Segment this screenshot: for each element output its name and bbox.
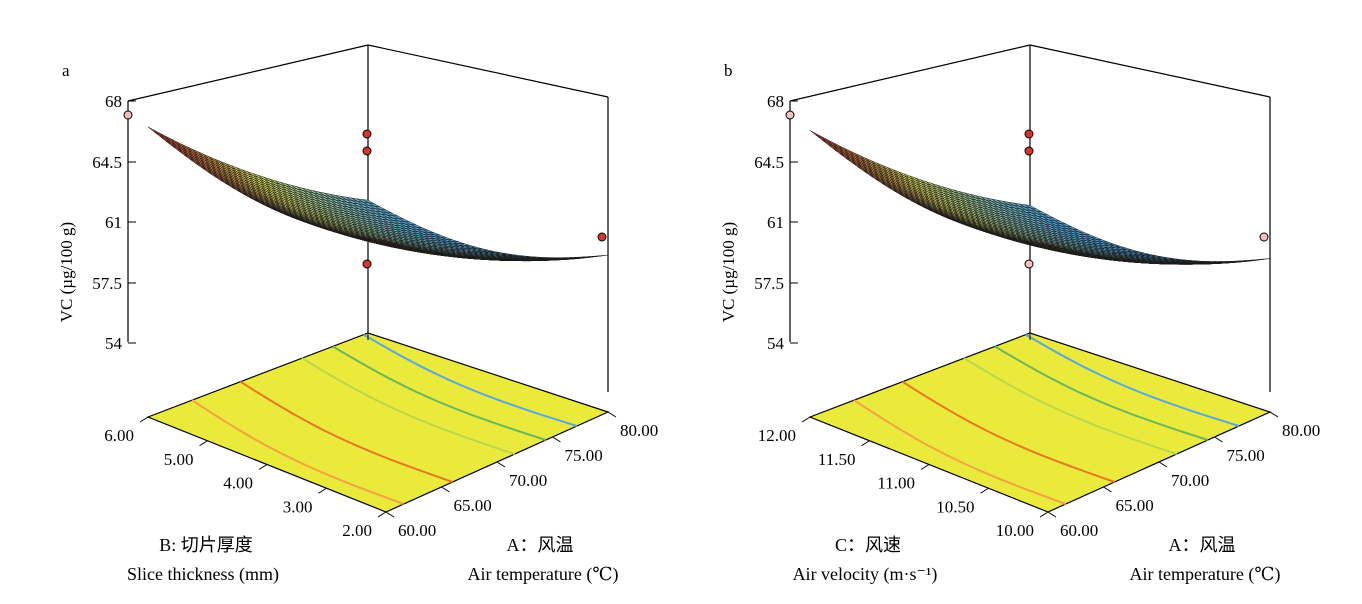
x-tick-mark bbox=[199, 440, 208, 447]
x-axis-factor-label: C：风速 bbox=[835, 535, 901, 555]
x-tick-mark bbox=[980, 487, 989, 494]
z-tick-label: 64.5 bbox=[754, 153, 784, 172]
y-tick-label: 75.00 bbox=[1227, 446, 1265, 465]
panel-label: b bbox=[724, 61, 733, 80]
x-axis-factor-label: B: 切片厚度 bbox=[159, 535, 253, 555]
y-tick-label: 65.00 bbox=[1116, 496, 1154, 515]
x-tick-label: 11.50 bbox=[818, 450, 856, 469]
design-point bbox=[597, 232, 607, 242]
response-surface bbox=[809, 130, 1271, 265]
axis-frame-0 bbox=[127, 44, 369, 102]
z-axis-label: VC (µg/100 g) bbox=[719, 222, 738, 322]
x-tick-mark bbox=[1039, 511, 1049, 518]
z-tick-label: 54 bbox=[105, 334, 123, 353]
axis-frame-0 bbox=[367, 44, 609, 98]
x-tick-label: 11.00 bbox=[877, 474, 915, 493]
y-axis-factor-label: A：风温 bbox=[1169, 535, 1236, 555]
x-tick-mark bbox=[920, 464, 930, 470]
design-point bbox=[785, 110, 795, 120]
contour-line bbox=[901, 380, 1115, 483]
x-tick-mark bbox=[139, 416, 149, 423]
design-point bbox=[362, 129, 372, 139]
y-tick-label: 70.00 bbox=[509, 471, 547, 490]
design-point bbox=[1024, 129, 1034, 139]
y-tick-label: 60.00 bbox=[1060, 521, 1098, 540]
contour-line bbox=[853, 399, 1067, 505]
z-tick-label: 61 bbox=[767, 213, 784, 232]
z-axis-label: VC (µg/100 g) bbox=[57, 222, 76, 322]
surface-chart-b: 54 57.5 61 64.5 68 VC (µg/100 g) 10.00 10.50 11.… bbox=[719, 44, 1320, 585]
z-tick-label: 57.5 bbox=[92, 274, 122, 293]
contour-line bbox=[239, 380, 453, 483]
z-tick-label: 68 bbox=[105, 92, 122, 111]
y-tick-mark bbox=[1158, 461, 1168, 468]
z-tick-label: 61 bbox=[105, 213, 122, 232]
y-tick-label: 65.00 bbox=[454, 496, 492, 515]
contour-line bbox=[994, 345, 1209, 441]
x-tick-label: 3.00 bbox=[283, 497, 313, 516]
z-tick-label: 68 bbox=[767, 92, 784, 111]
design-point bbox=[1024, 259, 1034, 269]
y-tick-mark bbox=[1103, 486, 1112, 493]
x-tick-mark bbox=[318, 487, 327, 494]
contour-line bbox=[363, 333, 578, 427]
x-tick-label: 4.00 bbox=[223, 474, 253, 493]
x-axis-name-label: Air velocity (m·s⁻¹) bbox=[793, 564, 938, 585]
design-point bbox=[1024, 146, 1034, 156]
y-tick-mark bbox=[1269, 411, 1279, 418]
y-tick-mark bbox=[1047, 511, 1057, 518]
y-tick-mark bbox=[496, 461, 506, 468]
x-tick-mark bbox=[861, 440, 870, 447]
surface-chart-a: 54 57.5 61 64.5 68 VC (µg/100 g) 2.00 3.00 4.00 5… bbox=[57, 44, 658, 585]
y-tick-label: 60.00 bbox=[398, 521, 436, 540]
x-tick-label: 12.00 bbox=[758, 426, 796, 445]
y-tick-label: 75.00 bbox=[565, 446, 603, 465]
z-tick-label: 54 bbox=[767, 334, 785, 353]
x-tick-label: 10.00 bbox=[996, 521, 1034, 540]
y-tick-mark bbox=[607, 411, 617, 418]
y-tick-mark bbox=[385, 511, 395, 518]
z-tick-label: 64.5 bbox=[92, 153, 122, 172]
contour-line bbox=[191, 399, 405, 505]
x-tick-label: 10.50 bbox=[936, 497, 974, 516]
surface-cell bbox=[379, 239, 392, 243]
contour-line bbox=[332, 345, 547, 441]
y-tick-mark bbox=[441, 486, 450, 493]
surface-cell bbox=[1041, 243, 1054, 247]
panel-label: a bbox=[62, 61, 70, 80]
x-tick-mark bbox=[377, 511, 387, 518]
design-point bbox=[362, 259, 372, 269]
y-axis-name-label: Air temperature (℃) bbox=[1129, 564, 1280, 585]
y-tick-mark bbox=[1214, 436, 1223, 443]
y-tick-label: 70.00 bbox=[1171, 471, 1209, 490]
z-tick-label: 57.5 bbox=[754, 274, 784, 293]
x-tick-mark bbox=[258, 464, 268, 470]
design-point bbox=[1259, 232, 1269, 242]
y-tick-mark bbox=[552, 436, 561, 443]
y-tick-label: 80.00 bbox=[620, 421, 658, 440]
y-axis-factor-label: A：风温 bbox=[507, 535, 574, 555]
x-axis-name-label: Slice thickness (mm) bbox=[127, 564, 279, 585]
axis-frame-1 bbox=[1029, 44, 1271, 98]
design-point bbox=[362, 146, 372, 156]
response-surface bbox=[147, 126, 609, 262]
y-axis-name-label: Air temperature (℃) bbox=[467, 564, 618, 585]
y-tick-label: 80.00 bbox=[1282, 421, 1320, 440]
x-tick-label: 6.00 bbox=[104, 426, 134, 445]
contour-line bbox=[301, 357, 516, 455]
x-tick-label: 5.00 bbox=[164, 450, 194, 469]
design-point bbox=[123, 110, 133, 120]
contour-line bbox=[963, 357, 1178, 455]
axis-frame-1 bbox=[789, 44, 1031, 102]
contour-line bbox=[1025, 333, 1240, 427]
x-tick-mark bbox=[801, 416, 811, 423]
x-tick-label: 2.00 bbox=[342, 521, 372, 540]
